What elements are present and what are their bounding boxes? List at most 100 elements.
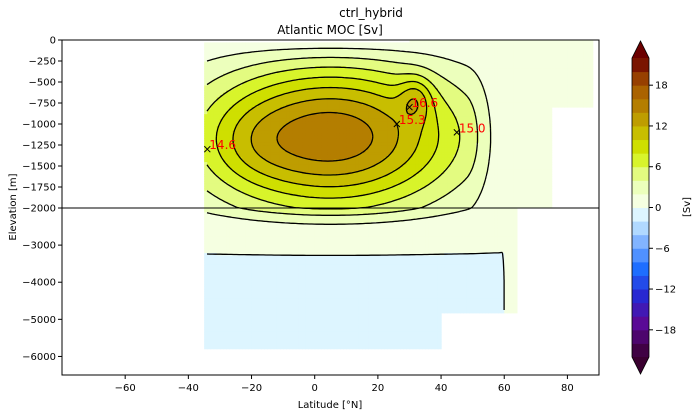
contour-cell xyxy=(460,71,464,75)
contour-cell xyxy=(365,49,370,53)
contour-cell xyxy=(441,51,445,55)
contour-cell xyxy=(276,44,281,48)
contour-cell xyxy=(261,44,265,48)
contour-cell xyxy=(447,49,452,53)
contour-cell xyxy=(371,83,376,87)
contour-cell xyxy=(365,85,370,89)
contour-cell xyxy=(406,75,411,79)
contour-cell xyxy=(460,42,464,46)
contour-cell xyxy=(279,78,284,82)
contour-cell xyxy=(396,68,401,72)
contour-cell xyxy=(390,63,395,67)
contour-cell xyxy=(305,68,309,72)
contour-cell xyxy=(516,40,521,43)
contour-cell xyxy=(317,51,322,55)
contour-cell xyxy=(232,73,237,77)
contour-cell xyxy=(213,59,218,63)
contour-cell xyxy=(422,78,426,82)
contour-cell xyxy=(245,63,249,67)
contour-cell xyxy=(529,54,534,58)
contour-cell xyxy=(245,51,249,55)
contour-cell xyxy=(213,47,218,51)
contour-cell xyxy=(488,78,493,82)
contour-cell xyxy=(330,54,335,58)
contour-cell xyxy=(406,44,411,48)
contour-cell xyxy=(204,49,208,53)
contour-cell xyxy=(226,49,231,53)
contour-cell xyxy=(460,54,464,58)
contour-cell xyxy=(374,61,379,65)
contour-cell xyxy=(298,59,303,63)
contour-cell xyxy=(204,78,208,82)
contour-cell xyxy=(538,87,543,91)
contour-cell xyxy=(425,44,430,48)
contour-cell xyxy=(516,75,521,79)
contour-cell xyxy=(229,47,234,51)
contour-cell xyxy=(374,90,379,94)
contour-cell xyxy=(573,42,578,46)
contour-cell xyxy=(292,63,297,67)
contour-cell xyxy=(542,80,546,84)
contour-cell xyxy=(339,80,344,84)
contour-cell xyxy=(570,47,575,51)
contour-cell xyxy=(314,71,319,75)
contour-cell xyxy=(513,78,518,82)
contour-cell xyxy=(286,61,291,65)
contour-cell xyxy=(393,75,398,79)
contour-cell xyxy=(580,78,584,82)
contour-cell xyxy=(343,90,347,94)
contour-cell xyxy=(567,75,572,79)
contour-cell xyxy=(548,66,553,70)
contour-cell xyxy=(257,73,262,77)
contour-cell xyxy=(251,75,256,79)
contour-cell xyxy=(488,75,493,79)
contour-cell xyxy=(415,44,420,48)
contour-cell xyxy=(311,71,316,75)
contour-cell xyxy=(396,75,401,79)
contour-cell xyxy=(403,54,407,58)
contour-cell xyxy=(573,49,578,53)
contour-cell xyxy=(494,71,499,75)
contour-cell xyxy=(554,44,559,48)
contour-cell xyxy=(576,61,581,65)
contour-cell xyxy=(204,90,208,94)
contour-cell xyxy=(314,68,319,72)
contour-cell xyxy=(428,54,433,58)
contour-cell xyxy=(232,83,237,87)
contour-cell xyxy=(415,90,420,94)
contour-cell xyxy=(428,90,433,94)
contour-cell xyxy=(377,90,382,94)
contour-cell xyxy=(343,49,347,53)
contour-cell xyxy=(245,49,249,53)
contour-cell xyxy=(270,78,275,82)
contour-cell xyxy=(235,87,240,91)
contour-cell xyxy=(523,44,527,48)
contour-cell xyxy=(387,51,392,55)
contour-cell xyxy=(501,40,505,43)
contour-cell xyxy=(242,73,246,77)
contour-cell xyxy=(384,63,388,67)
contour-cell xyxy=(358,73,363,77)
contour-cell xyxy=(226,47,231,51)
contour-cell xyxy=(346,90,351,94)
contour-cell xyxy=(526,75,531,79)
contour-cell xyxy=(523,51,527,55)
contour-cell xyxy=(450,54,455,58)
contour-cell xyxy=(349,75,354,79)
contour-cell xyxy=(415,78,420,82)
contour-cell xyxy=(507,68,512,72)
contour-cell xyxy=(535,63,540,67)
contour-cell xyxy=(229,51,234,55)
contour-cell xyxy=(538,61,543,65)
contour-cell xyxy=(204,75,208,79)
contour-cell xyxy=(368,49,373,53)
contour-cell xyxy=(213,75,218,79)
contour-cell xyxy=(513,73,518,77)
contour-cell xyxy=(251,83,256,87)
contour-cell xyxy=(516,59,521,63)
contour-cell xyxy=(482,61,486,65)
contour-cell xyxy=(431,78,436,82)
contour-cell xyxy=(576,68,581,72)
contour-cell xyxy=(580,83,584,87)
contour-cell xyxy=(302,85,306,89)
